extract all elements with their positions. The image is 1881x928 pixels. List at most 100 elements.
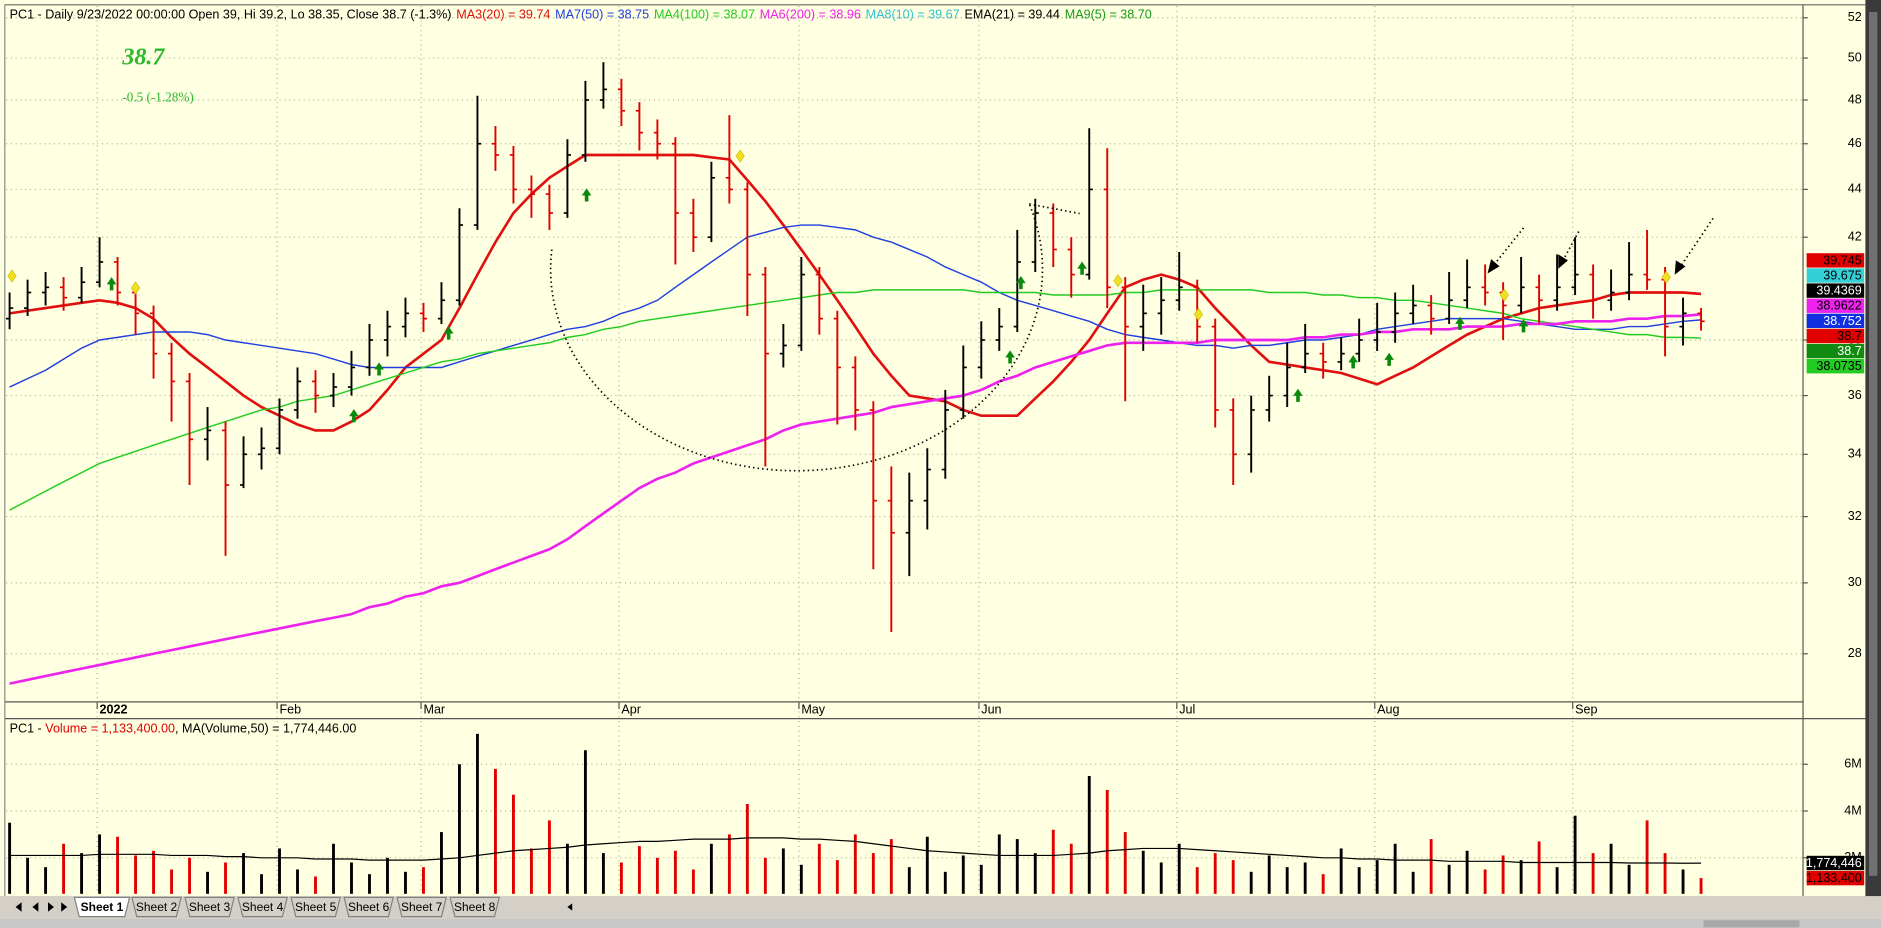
alert-signal [735,149,745,163]
volume-bar [1681,869,1685,894]
volume-bar [1375,860,1379,894]
volume-bar [134,855,137,894]
side-scrollbar[interactable] [1869,11,1878,876]
chart-header: PC1 - Daily 9/23/2022 00:00:00 Open 39, … [10,8,1152,22]
sheet-tab-label[interactable]: Sheet 5 [295,900,337,914]
sheet-tab-shape[interactable] [184,896,235,918]
y-tick-label: 30 [1848,575,1862,589]
tab-scroll-left[interactable] [567,903,573,911]
sheet-tab-shape[interactable] [237,896,288,918]
sheet-tab-shape[interactable] [396,896,448,918]
y-tick-label: 50 [1848,50,1862,64]
volume-bar [1015,839,1019,894]
volume-bar [763,857,767,894]
volume-bar [62,843,66,894]
sheet-tab[interactable]: Sheet 3 [184,896,235,918]
horizontal-scrollbar[interactable] [1703,920,1800,928]
legend-entry: MA3(20) = 39.74 [456,8,550,22]
volume-bar [547,820,551,894]
x-tick-label: Jun [981,703,1001,717]
volume-bar [494,768,497,894]
volume-bar [925,836,929,894]
sheet-tab-label[interactable]: Sheet 6 [348,900,390,914]
legend-entry: MA4(100) = 38.07 [654,8,755,22]
y-tick-label: 36 [1848,388,1862,402]
last-value-box [1806,359,1865,374]
last-value-label: 38.752 [1823,314,1861,328]
sheet-tab-label[interactable]: Sheet 8 [454,900,496,914]
y-tick-label: 4M [1844,803,1861,817]
sheet-tab[interactable]: Sheet 5 [290,896,341,918]
sheet-tab-shape[interactable] [73,896,131,918]
buy-signal [581,188,592,202]
y-tick-label: 32 [1848,509,1862,523]
volume-bar [1663,853,1667,894]
sheet-tab[interactable]: Sheet 6 [343,896,395,918]
volume-bar [1411,871,1415,894]
x-tick-label: Mar [423,703,445,717]
sheet-tab-label[interactable]: Sheet 3 [189,900,231,914]
volume-bar [278,848,281,894]
legend-entry: MA9(5) = 38.70 [1065,8,1152,22]
volume-bar [332,843,335,894]
volume-bar [1087,775,1091,894]
nav-next[interactable] [47,902,54,912]
volume-bar [440,832,443,894]
buy-signal [349,409,359,423]
sheet-tab-shape[interactable] [343,896,395,918]
volume-bar [44,867,48,894]
arrow-heads [1487,254,1686,275]
volume-bar [619,862,623,894]
volume-bar [601,853,605,894]
volume-bar [1249,871,1253,894]
buy-signal [1293,388,1303,402]
buy-signal [1518,319,1529,333]
legend-entry: MA8(10) = 39.67 [866,8,960,22]
sheet-tab[interactable]: Sheet 2 [131,896,182,918]
volume-bar [1213,853,1217,894]
y-tick-label: 52 [1848,10,1862,24]
drawing-annotations [549,203,1714,472]
volume-bar [835,860,839,894]
buy-signal [106,277,117,291]
volume-bar [529,848,533,894]
volume-bar [1141,850,1145,894]
volume-bar [565,843,569,894]
last-value-box [1806,870,1865,886]
moving-average-line [9,153,1702,432]
legend-entry: MA7(50) = 38.75 [555,8,649,22]
sheet-tab-shape[interactable] [290,896,341,918]
volume-bar [709,843,713,894]
sheet-tab[interactable]: Sheet 4 [237,896,288,918]
volume-bar [1267,855,1271,894]
volume-bar [781,848,785,894]
volume-bar [1465,850,1469,894]
sheet-tab-label[interactable]: Sheet 1 [81,900,124,914]
volume-bar [1105,789,1109,894]
sheet-tab-shape[interactable] [131,896,182,918]
sheet-tab-label[interactable]: Sheet 2 [136,900,178,914]
volume-bar [152,850,155,894]
volume-header: PC1 - Volume = 1,133,400.00, MA(Volume,5… [10,722,357,736]
volume-bar [727,834,731,894]
sheet-tab[interactable]: Sheet 8 [449,896,501,918]
volume-bar [1537,841,1541,894]
sheet-tab[interactable]: Sheet 1 [73,896,131,918]
volume-bar [1591,853,1595,894]
volume-bar [170,869,173,894]
last-value-label: 38.0735 [1816,359,1861,373]
sheet-tab-label[interactable]: Sheet 4 [242,900,284,914]
nav-last[interactable] [61,902,68,912]
nav-first[interactable] [15,902,22,912]
sheet-tab-shape[interactable] [449,896,501,918]
volume-bar [224,862,227,894]
sheet-tab[interactable]: Sheet 7 [396,896,448,918]
volume-bar [422,867,425,894]
volume-bar [871,853,875,894]
nav-prev[interactable] [32,902,39,912]
last-value-label: 38.7 [1837,344,1861,358]
volume-bar [817,843,821,894]
sheet-tab-label[interactable]: Sheet 7 [401,900,443,914]
